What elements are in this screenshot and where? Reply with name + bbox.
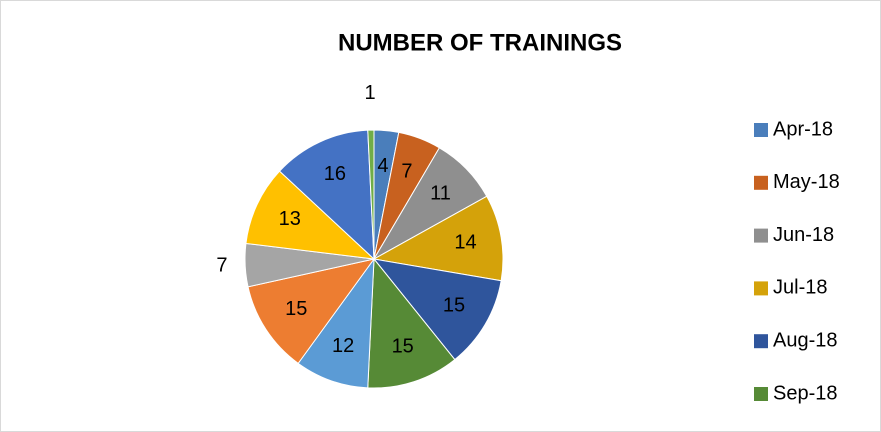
- pie-slice: [278, 129, 375, 261]
- data-label: 14: [454, 232, 476, 254]
- chart-title: NUMBER OF TRAININGS: [338, 29, 622, 56]
- legend-swatch: [754, 228, 768, 243]
- pie-slice: [247, 258, 376, 365]
- pie-slice: [367, 257, 456, 389]
- legend-label: Apr-18: [773, 118, 833, 140]
- legend-swatch: [754, 281, 768, 296]
- legend-swatch: [754, 175, 768, 190]
- data-label: 7: [401, 160, 412, 182]
- data-label: 15: [443, 294, 465, 316]
- legend-swatch: [754, 123, 768, 137]
- legend-label: Aug-18: [773, 329, 838, 351]
- legend-swatch: [754, 334, 768, 349]
- legend-label: May-18: [773, 171, 840, 193]
- data-label: 15: [392, 336, 414, 358]
- data-label: 13: [279, 208, 301, 230]
- data-label: 4: [377, 155, 388, 177]
- data-label: 12: [332, 335, 354, 357]
- legend-swatch: [754, 387, 768, 401]
- data-label: 16: [324, 163, 346, 185]
- pie-slice: [372, 258, 502, 361]
- legend-label: Sep-18: [773, 382, 838, 404]
- pie-slice: [372, 195, 504, 282]
- pie-slice: [245, 170, 376, 260]
- data-label: 7: [216, 255, 227, 277]
- data-label: 15: [285, 298, 307, 320]
- legend-label: Jul-18: [773, 277, 827, 299]
- data-label: 1: [364, 82, 375, 104]
- data-label: 11: [430, 182, 451, 204]
- pie-slice: [367, 129, 375, 260]
- legend-label: Jun-18: [773, 224, 834, 246]
